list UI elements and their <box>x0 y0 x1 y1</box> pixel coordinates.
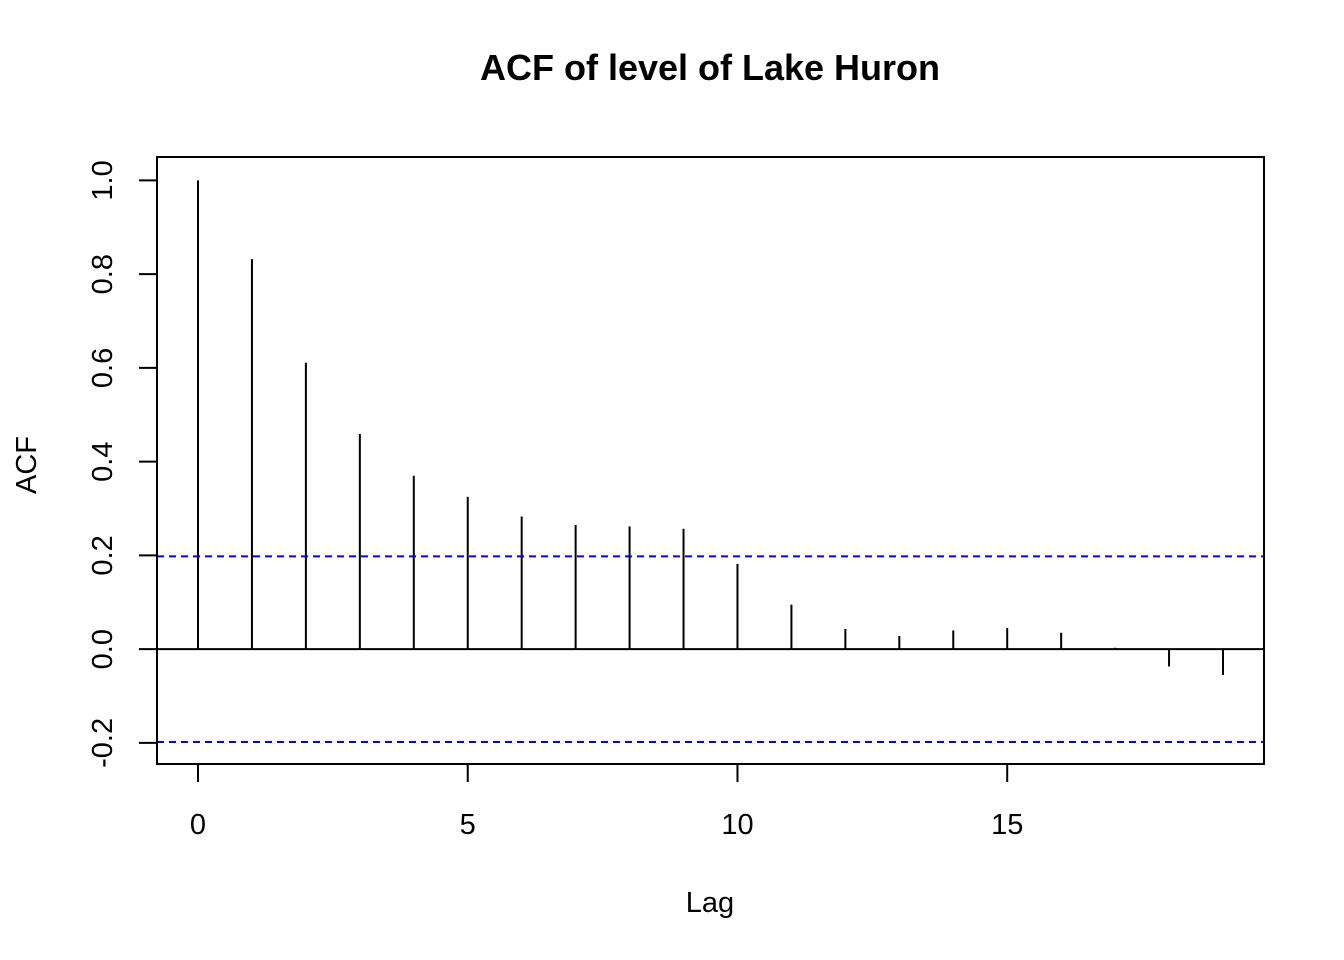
x-tick-label-10: 10 <box>721 809 753 841</box>
x-tick-label-15: 15 <box>991 809 1023 841</box>
x-axis-label: Lag <box>686 887 734 919</box>
confidence-bounds <box>157 555 1264 743</box>
y-tick-label-1: 0.0 <box>87 629 119 669</box>
x-axis: 0 5 10 15 <box>190 763 1023 841</box>
y-tick-label-5: 0.8 <box>87 254 119 294</box>
x-tick-label-0: 0 <box>190 809 206 841</box>
y-axis-label: ACF <box>11 436 43 494</box>
acf-bars <box>157 180 1264 675</box>
y-tick-label-3: 0.4 <box>87 442 119 482</box>
y-tick-label-6: 1.0 <box>87 160 119 200</box>
y-axis: -0.2 0.0 0.2 0.4 0.6 0.8 1.0 <box>87 160 158 768</box>
y-tick-label-4: 0.6 <box>87 348 119 388</box>
y-tick-label-2: 0.2 <box>87 535 119 575</box>
chart-title: ACF of level of Lake Huron <box>480 47 940 88</box>
y-tick-label-0: -0.2 <box>87 718 119 768</box>
plot-frame <box>156 156 1265 765</box>
x-tick-label-5: 5 <box>460 809 476 841</box>
